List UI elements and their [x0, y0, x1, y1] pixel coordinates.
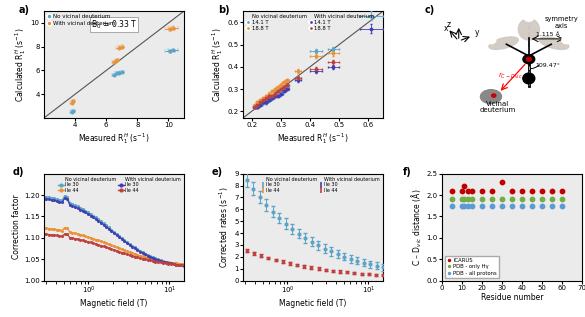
Legend: No vicinal deuterium, Ile 30, Ile 44, With vicinal deuterium, Ile 30, Ile 44: No vicinal deuterium, Ile 30, Ile 44, Wi… — [57, 176, 181, 193]
Text: $r_{C-Dvic}$: $r_{C-Dvic}$ — [498, 70, 523, 81]
Point — [558, 197, 567, 202]
Point — [459, 203, 469, 208]
Point — [448, 203, 457, 208]
Point — [467, 203, 477, 208]
Text: a): a) — [19, 5, 30, 15]
Point — [548, 197, 557, 202]
Text: symmetry: symmetry — [544, 16, 578, 23]
Point — [448, 197, 457, 202]
Y-axis label: Correction factor: Correction factor — [12, 195, 21, 259]
Y-axis label: C – D$_{vic}$ distance (Å): C – D$_{vic}$ distance (Å) — [410, 188, 424, 266]
Point — [517, 197, 526, 202]
Text: Vicinal: Vicinal — [486, 101, 510, 107]
Ellipse shape — [489, 37, 518, 49]
Point — [477, 197, 487, 202]
Point — [517, 203, 526, 208]
Point — [487, 197, 497, 202]
Text: z: z — [446, 20, 450, 29]
Point — [477, 203, 487, 208]
Y-axis label: Corrected rates (s$^{-1}$): Corrected rates (s$^{-1}$) — [218, 186, 232, 268]
Text: d): d) — [13, 167, 25, 177]
X-axis label: Measured R$_1^H$ (s$^{-1}$): Measured R$_1^H$ (s$^{-1}$) — [78, 131, 150, 146]
Text: 1.115 Å: 1.115 Å — [536, 32, 560, 37]
Legend: ICARUS, PDB - only Hγ, PDB - all protons: ICARUS, PDB - only Hγ, PDB - all protons — [445, 256, 499, 278]
Point — [463, 188, 473, 193]
Point — [497, 197, 507, 202]
Legend: No vicinal deuterium, With vicinal deuterium: No vicinal deuterium, With vicinal deute… — [47, 14, 116, 26]
Point — [463, 197, 473, 202]
Point — [538, 188, 547, 193]
Text: e): e) — [212, 167, 223, 177]
Point — [487, 188, 497, 193]
Point — [507, 197, 517, 202]
Point — [457, 203, 467, 208]
Text: axis: axis — [555, 23, 567, 29]
Point — [507, 188, 517, 193]
Point — [517, 188, 526, 193]
Point — [527, 197, 536, 202]
Circle shape — [523, 55, 535, 64]
Point — [558, 203, 567, 208]
Circle shape — [486, 36, 496, 44]
Ellipse shape — [539, 37, 569, 49]
Text: deuterium: deuterium — [480, 107, 516, 113]
Text: y: y — [475, 28, 479, 37]
Point — [527, 188, 536, 193]
Circle shape — [526, 57, 531, 61]
Point — [497, 180, 507, 185]
Legend: No vicinal deuterium, Ile 30, Ile 44, With vicinal deuterium, Ile 30, Ile 44: No vicinal deuterium, Ile 30, Ile 44, Wi… — [260, 176, 381, 193]
Point — [507, 203, 517, 208]
Point — [487, 203, 497, 208]
X-axis label: Measured R$_1^H$ (s$^{-1}$): Measured R$_1^H$ (s$^{-1}$) — [277, 131, 349, 146]
Text: x: x — [443, 24, 448, 33]
Circle shape — [562, 36, 572, 44]
Text: b): b) — [218, 5, 229, 15]
X-axis label: Residue number: Residue number — [481, 294, 543, 302]
Point — [548, 203, 557, 208]
Text: c): c) — [425, 5, 435, 15]
Point — [538, 203, 547, 208]
Point — [477, 188, 487, 193]
Ellipse shape — [518, 19, 539, 40]
Point — [457, 188, 467, 193]
Point — [548, 188, 557, 193]
Point — [527, 203, 536, 208]
Ellipse shape — [523, 73, 535, 84]
Y-axis label: Calculated R$_1^H$ (s$^{-1}$): Calculated R$_1^H$ (s$^{-1}$) — [13, 27, 28, 102]
Y-axis label: Calculated R$_1^H$ (s$^{-1}$): Calculated R$_1^H$ (s$^{-1}$) — [210, 27, 225, 102]
X-axis label: Magnetic field (T): Magnetic field (T) — [80, 299, 147, 308]
Text: B$_0$ = 0.33 T: B$_0$ = 0.33 T — [91, 19, 137, 31]
Circle shape — [524, 14, 534, 21]
Text: 109.47°: 109.47° — [536, 63, 560, 68]
Point — [558, 188, 567, 193]
Text: f): f) — [402, 167, 411, 177]
Point — [463, 203, 473, 208]
Point — [538, 197, 547, 202]
X-axis label: Magnetic field (T): Magnetic field (T) — [279, 299, 347, 308]
Ellipse shape — [480, 90, 501, 104]
Point — [459, 184, 469, 189]
Point — [459, 197, 469, 202]
Point — [467, 197, 477, 202]
Point — [457, 197, 467, 202]
Point — [497, 203, 507, 208]
Legend: No vicinal deuterium, 14.1 T, 18.8 T, With vicinal deuterium, 14.1 T, 18.8 T: No vicinal deuterium, 14.1 T, 18.8 T, Wi… — [246, 14, 375, 31]
Point — [467, 188, 477, 193]
Circle shape — [491, 94, 496, 97]
Point — [448, 188, 457, 193]
